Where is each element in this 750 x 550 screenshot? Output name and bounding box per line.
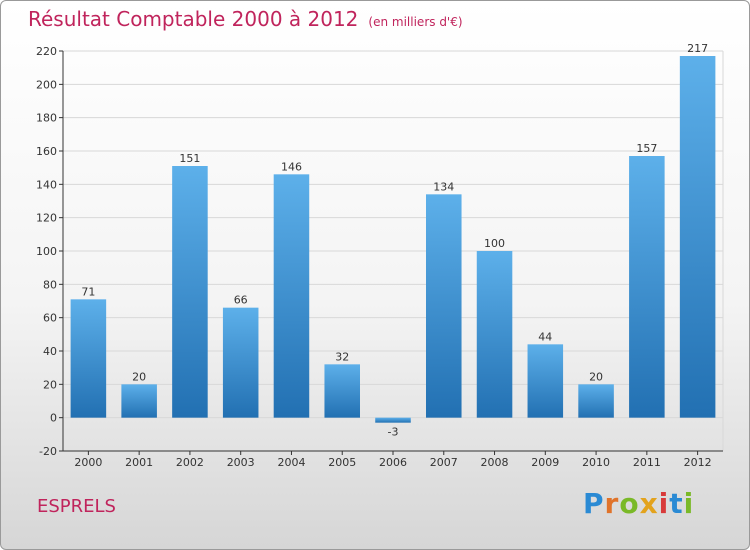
data-label: 217	[687, 42, 708, 55]
bar	[324, 364, 360, 418]
bar	[273, 174, 310, 418]
title-line: Résultat Comptable 2000 à 2012 (en millie…	[28, 7, 463, 31]
data-label: 20	[132, 370, 146, 383]
y-tick-label: 60	[43, 312, 57, 325]
x-tick-label: 2005	[328, 456, 356, 469]
commune-name: ESPRELS	[37, 496, 116, 517]
logo-letter: i	[658, 487, 670, 520]
bar	[527, 344, 564, 418]
chart-title: Résultat Comptable 2000 à 2012	[28, 7, 359, 31]
chart-subtitle: (en milliers d'€)	[368, 15, 463, 29]
y-tick-label: 200	[36, 78, 57, 91]
x-tick-label: 2004	[277, 456, 305, 469]
bar	[172, 166, 208, 418]
x-tick-label: 2008	[481, 456, 509, 469]
x-tick-label: 2000	[74, 456, 102, 469]
y-tick-label: 80	[43, 278, 57, 291]
y-tick-label: 0	[50, 412, 57, 425]
x-tick-label: 2009	[531, 456, 559, 469]
x-tick-label: 2006	[379, 456, 407, 469]
y-tick-label: 20	[43, 378, 57, 391]
y-tick-label: 40	[43, 345, 57, 358]
data-label: 146	[281, 160, 302, 173]
data-label: 151	[179, 152, 200, 165]
logo-letter: t	[669, 487, 684, 520]
x-tick-label: 2012	[684, 456, 712, 469]
x-tick-label: 2001	[125, 456, 153, 469]
y-tick-label: 120	[36, 212, 57, 225]
y-tick-label: 160	[36, 145, 57, 158]
x-tick-label: 2002	[176, 456, 204, 469]
data-label: 100	[484, 237, 505, 250]
bar	[578, 384, 614, 418]
y-tick-label: 140	[36, 178, 57, 191]
data-label: 134	[433, 180, 454, 193]
x-tick-label: 2011	[633, 456, 661, 469]
data-label: 32	[335, 350, 349, 363]
data-label: -3	[388, 426, 399, 439]
logo-letter: P	[583, 487, 605, 520]
data-label: 71	[81, 285, 95, 298]
logo-letter: r	[604, 487, 620, 520]
data-label: 157	[636, 142, 657, 155]
bar	[679, 56, 716, 418]
bar	[121, 384, 157, 418]
bar	[629, 156, 665, 418]
proxiti-logo[interactable]: Proxiti	[583, 487, 694, 520]
x-tick-label: 2003	[227, 456, 255, 469]
x-tick-label: 2007	[430, 456, 458, 469]
logo-letter: o	[619, 487, 640, 520]
bar	[426, 194, 462, 418]
bar	[222, 307, 259, 418]
y-tick-label: -20	[39, 445, 57, 458]
logo-letter: i	[683, 487, 695, 520]
data-label: 44	[538, 330, 552, 343]
data-label: 66	[234, 294, 248, 307]
logo-letter: x	[639, 487, 659, 520]
bars	[70, 56, 716, 423]
grid-lines	[63, 50, 724, 452]
bar	[70, 299, 107, 418]
bar	[476, 251, 513, 418]
y-tick-label: 180	[36, 112, 57, 125]
bar	[375, 417, 411, 423]
y-tick-label: 220	[36, 45, 57, 58]
y-tick-label: 100	[36, 245, 57, 258]
labels: -200204060801001201401601802002202000712…	[36, 42, 712, 469]
x-tick-label: 2010	[582, 456, 610, 469]
data-label: 20	[589, 370, 603, 383]
axes	[59, 50, 723, 455]
